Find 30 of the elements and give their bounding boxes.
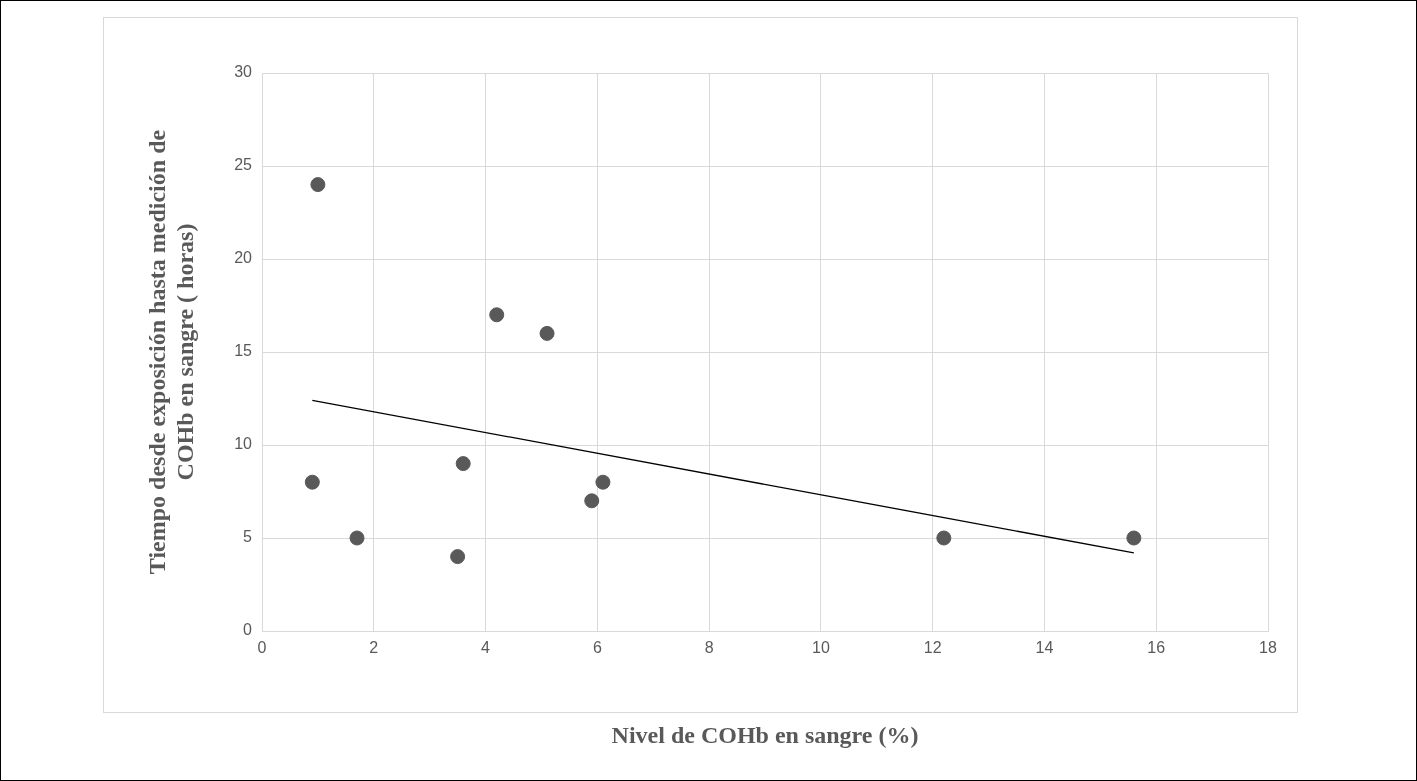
y-tick-label: 25: [234, 156, 253, 174]
y-tick-label: 30: [234, 63, 253, 81]
x-tick-label: 10: [811, 639, 830, 657]
y-tick-label: 15: [234, 342, 253, 360]
x-tick-label: 18: [1259, 639, 1277, 657]
x-tick-label: 0: [257, 639, 267, 657]
point: [349, 530, 365, 546]
point: [936, 530, 952, 546]
point: [1126, 530, 1142, 546]
x-tick-label: 12: [923, 639, 942, 657]
x-axis-title: Nivel de COHb en sangre (%): [611, 721, 919, 748]
point: [450, 549, 466, 565]
point: [304, 474, 320, 490]
x-tick-label: 2: [369, 639, 379, 657]
point: [584, 493, 600, 509]
x-tick-label: 6: [592, 639, 602, 657]
y-tick-label: 20: [234, 249, 253, 267]
x-tick-label: 14: [1035, 639, 1054, 657]
y-tick-label: 5: [243, 528, 253, 546]
x-tick-label: 16: [1147, 639, 1166, 657]
point: [595, 474, 611, 490]
point: [489, 307, 505, 323]
y-tick-label: 10: [234, 435, 253, 453]
point: [455, 456, 471, 472]
point: [539, 325, 555, 341]
y-tick-label: 0: [243, 621, 253, 639]
x-tick-label: 8: [704, 639, 714, 657]
x-tick-label: 4: [481, 639, 491, 657]
point: [310, 177, 326, 193]
y-axis-title: Tiempo desde exposición hasta medición de COHb en sangre ( horas): [143, 129, 199, 575]
